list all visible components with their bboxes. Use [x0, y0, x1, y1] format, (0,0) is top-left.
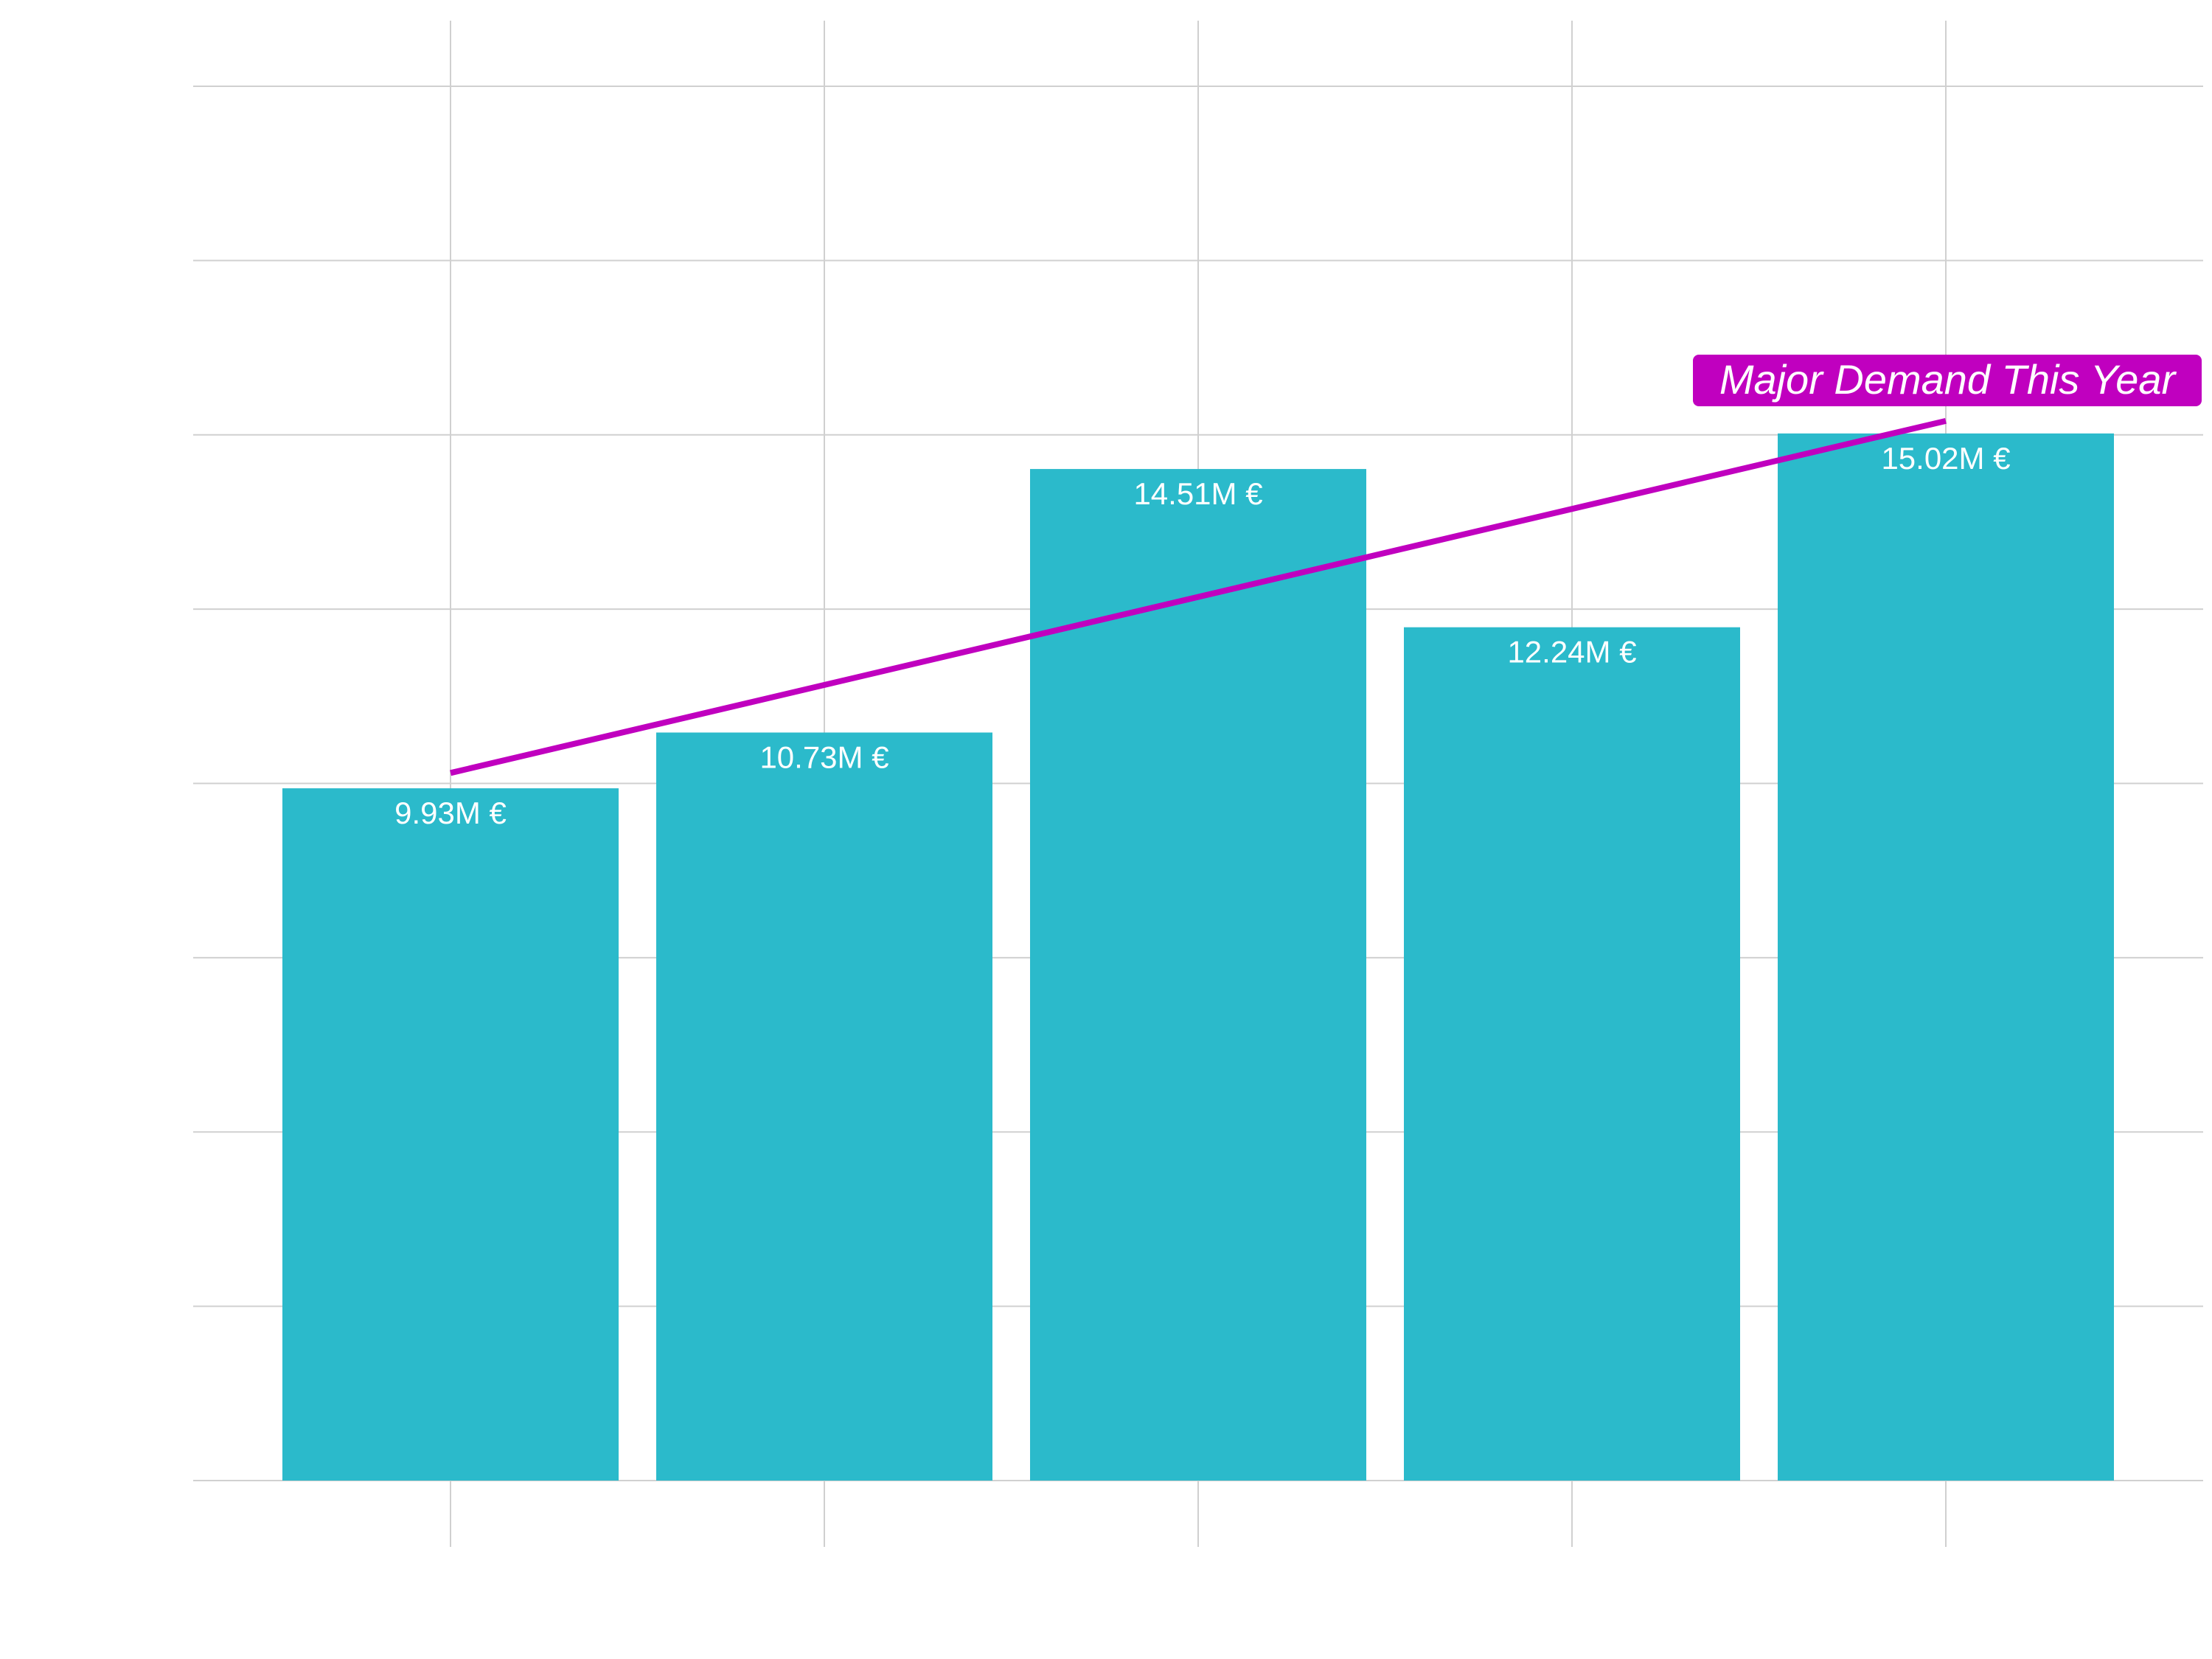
bar-1: [656, 732, 992, 1481]
bar-value-label-0: 9.93M €: [394, 796, 507, 830]
bars-group: [282, 433, 2114, 1481]
annotation-group: Major Demand This Year: [1693, 355, 2202, 406]
bar-3: [1404, 627, 1740, 1481]
bar-value-labels: 9.93M € 10.73M € 14.51M € 12.24M € 15.02M €: [394, 441, 2010, 830]
bar-value-label-4: 15.02M €: [1881, 441, 2010, 476]
trend-line: [450, 417, 1947, 776]
bar-value-label-1: 10.73M €: [759, 740, 888, 774]
bar-4: [1778, 433, 2114, 1481]
bar-value-label-2: 14.51M €: [1133, 476, 1262, 511]
bar-0: [282, 788, 619, 1481]
annotation-box: [1693, 355, 2202, 406]
bar-2: [1030, 469, 1366, 1481]
trend-line-group: [450, 417, 1947, 776]
bar-value-label-3: 12.24M €: [1507, 635, 1636, 669]
annotation-text: Major Demand This Year: [1719, 356, 2177, 403]
